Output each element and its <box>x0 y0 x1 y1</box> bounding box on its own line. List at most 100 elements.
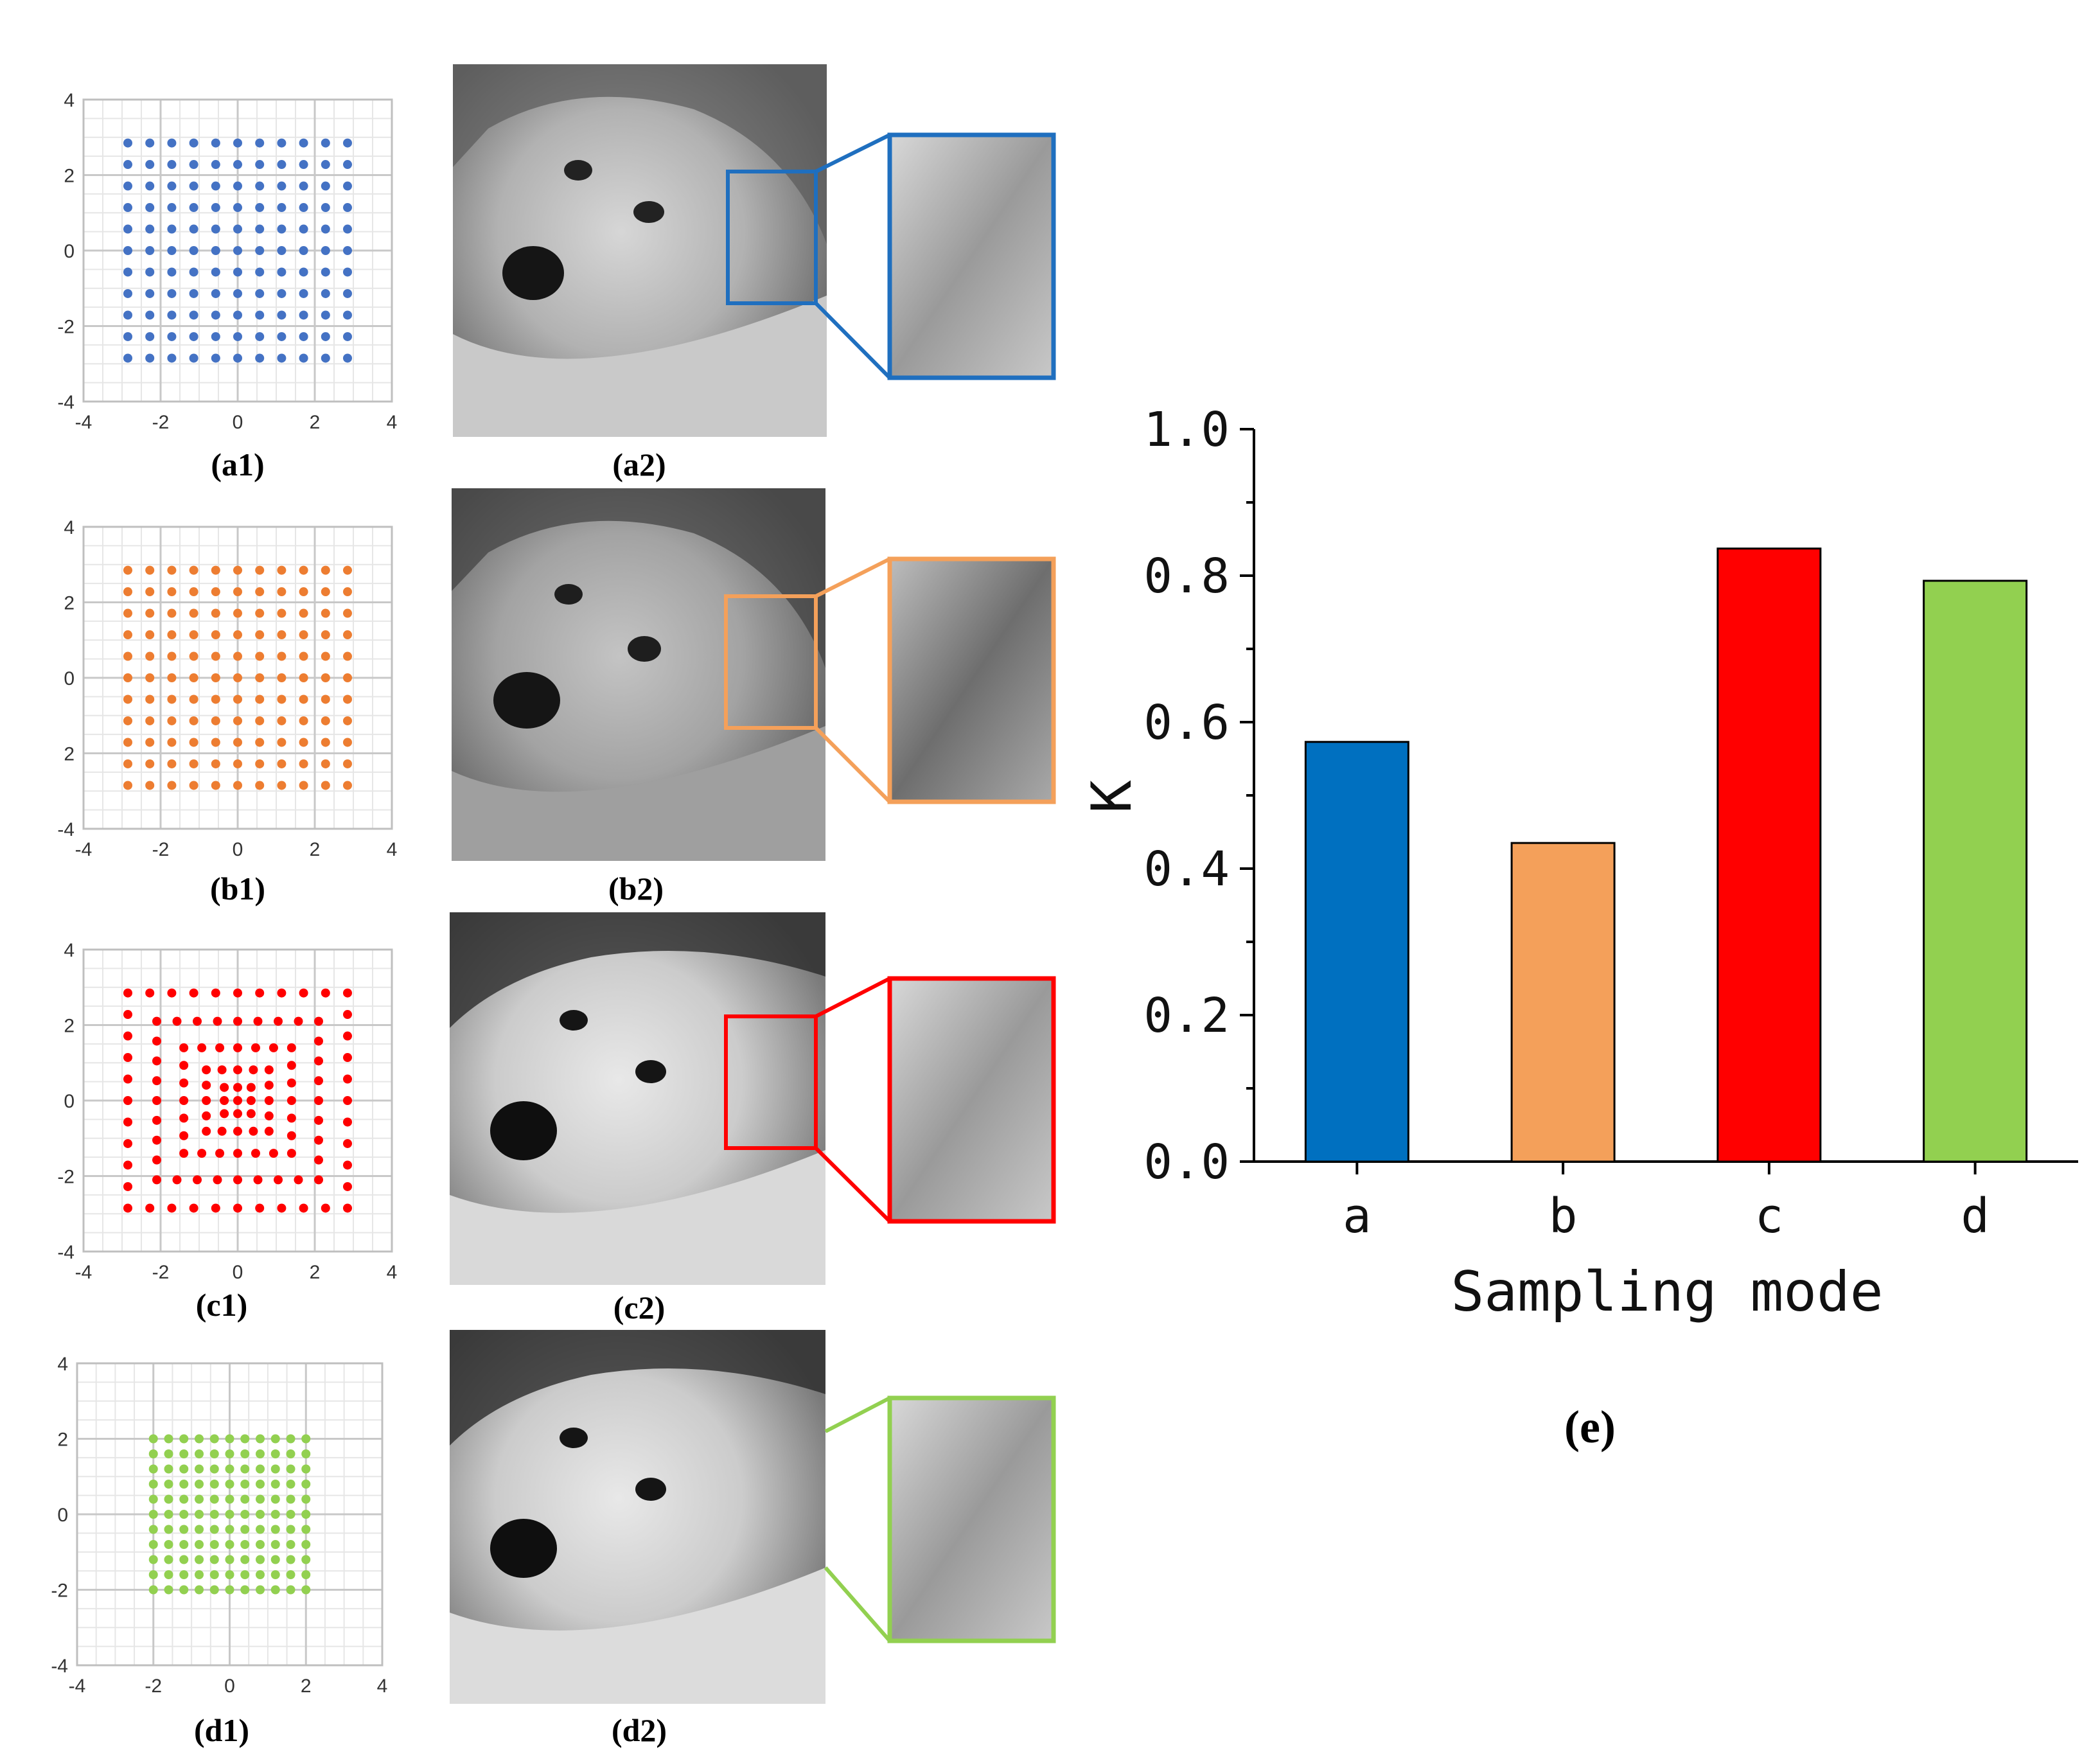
sampling-point <box>301 1464 311 1474</box>
sampling-point <box>233 310 242 320</box>
sampling-point <box>343 267 352 277</box>
sampling-point <box>202 1096 211 1105</box>
sampling-point <box>274 1175 283 1185</box>
sampling-point <box>225 1525 234 1534</box>
sampling-point <box>189 695 199 704</box>
sampling-point <box>270 1525 280 1534</box>
sampling-point <box>277 738 287 747</box>
sampling-point <box>197 1043 207 1052</box>
sampling-point <box>152 1175 161 1185</box>
caption-b2: (b2) <box>608 871 664 907</box>
sampling-point <box>202 1081 211 1090</box>
sampling-point <box>299 353 308 363</box>
sampling-point <box>213 1175 222 1185</box>
sampling-point <box>299 759 308 768</box>
sampling-point <box>167 630 177 640</box>
sampling-point <box>145 267 155 277</box>
caption-d2: (d2) <box>612 1712 667 1748</box>
sampling-point <box>145 1203 155 1213</box>
sampling-point <box>321 587 330 597</box>
sampling-point <box>343 288 352 298</box>
sampling-point <box>167 587 177 597</box>
scatter-x-tick-label: 4 <box>377 1676 388 1697</box>
sampling-point <box>277 630 287 640</box>
sampling-point <box>255 651 265 661</box>
zoom-inset-a <box>726 132 1056 380</box>
sampling-point <box>240 1510 250 1519</box>
sampling-point <box>189 138 199 148</box>
sampling-point <box>321 203 330 213</box>
sampling-point <box>233 1175 242 1185</box>
sampling-point <box>211 738 220 747</box>
sampling-point <box>152 1016 161 1026</box>
sampling-point <box>123 1010 132 1020</box>
sampling-point <box>195 1480 204 1489</box>
sampling-point <box>220 1083 229 1092</box>
sampling-point <box>294 1175 303 1185</box>
sampling-point <box>211 1203 220 1213</box>
sampling-point <box>233 988 242 998</box>
sampling-point <box>286 1585 296 1595</box>
sampling-point <box>299 332 308 341</box>
caption-d1: (d1) <box>194 1712 249 1748</box>
sampling-point <box>189 651 199 661</box>
sampling-point <box>148 1540 158 1549</box>
scatter-y-tick-label: 4 <box>64 90 75 111</box>
sampling-point <box>179 1078 189 1088</box>
sampling-point <box>209 1494 219 1504</box>
sampling-point <box>240 1464 250 1474</box>
sampling-point <box>211 267 220 277</box>
scatter-x-tick-label: 0 <box>233 1262 243 1283</box>
sampling-point <box>123 181 132 191</box>
sampling-point <box>148 1570 158 1579</box>
sampling-point <box>167 267 177 277</box>
sampling-point <box>286 1480 296 1489</box>
sampling-point <box>321 246 330 255</box>
sampling-point <box>233 203 242 213</box>
sampling-point <box>215 1043 225 1052</box>
sampling-point <box>255 181 265 191</box>
sampling-point <box>246 1096 256 1105</box>
sampling-point <box>123 138 132 148</box>
sampling-point <box>189 288 199 298</box>
scatter-y-tick-label: -4 <box>57 819 75 840</box>
sampling-point <box>287 1149 296 1158</box>
sampling-point <box>123 716 132 725</box>
scatter-y-tick-label: 2 <box>64 593 75 614</box>
sampling-point <box>301 1480 311 1489</box>
sampling-point <box>167 138 177 148</box>
sampling-point <box>233 224 242 234</box>
sampling-point <box>145 608 155 618</box>
sampling-point <box>255 224 265 234</box>
sampling-point <box>179 1585 189 1595</box>
sampling-point <box>145 695 155 704</box>
sampling-point <box>145 673 155 682</box>
sampling-point <box>211 673 220 682</box>
sampling-point <box>270 1449 280 1458</box>
sampling-point <box>145 738 155 747</box>
sampling-point <box>321 353 330 363</box>
sampling-point <box>255 565 265 575</box>
sampling-point <box>179 1149 189 1158</box>
sampling-point <box>286 1434 296 1444</box>
sampling-point <box>211 203 220 213</box>
sampling-point <box>314 1016 323 1026</box>
dog-image-a <box>453 64 827 437</box>
sampling-point <box>277 353 287 363</box>
sampling-point <box>256 1555 265 1564</box>
sampling-point <box>233 716 242 725</box>
sampling-point <box>145 781 155 790</box>
bar-chart-ylabel: K <box>1080 780 1144 813</box>
sampling-point <box>123 781 132 790</box>
sampling-point <box>211 651 220 661</box>
sampling-point <box>249 1065 258 1075</box>
sampling-point <box>123 1053 132 1063</box>
sampling-point <box>277 203 287 213</box>
sampling-point <box>179 1480 189 1489</box>
scatter-y-tick-label: 2 <box>64 744 75 765</box>
sampling-point <box>321 332 330 341</box>
sampling-point <box>233 1016 242 1026</box>
sampling-point <box>189 565 199 575</box>
scatter-x-tick-label: -4 <box>75 1262 93 1283</box>
caption-c1: (c1) <box>196 1287 248 1323</box>
